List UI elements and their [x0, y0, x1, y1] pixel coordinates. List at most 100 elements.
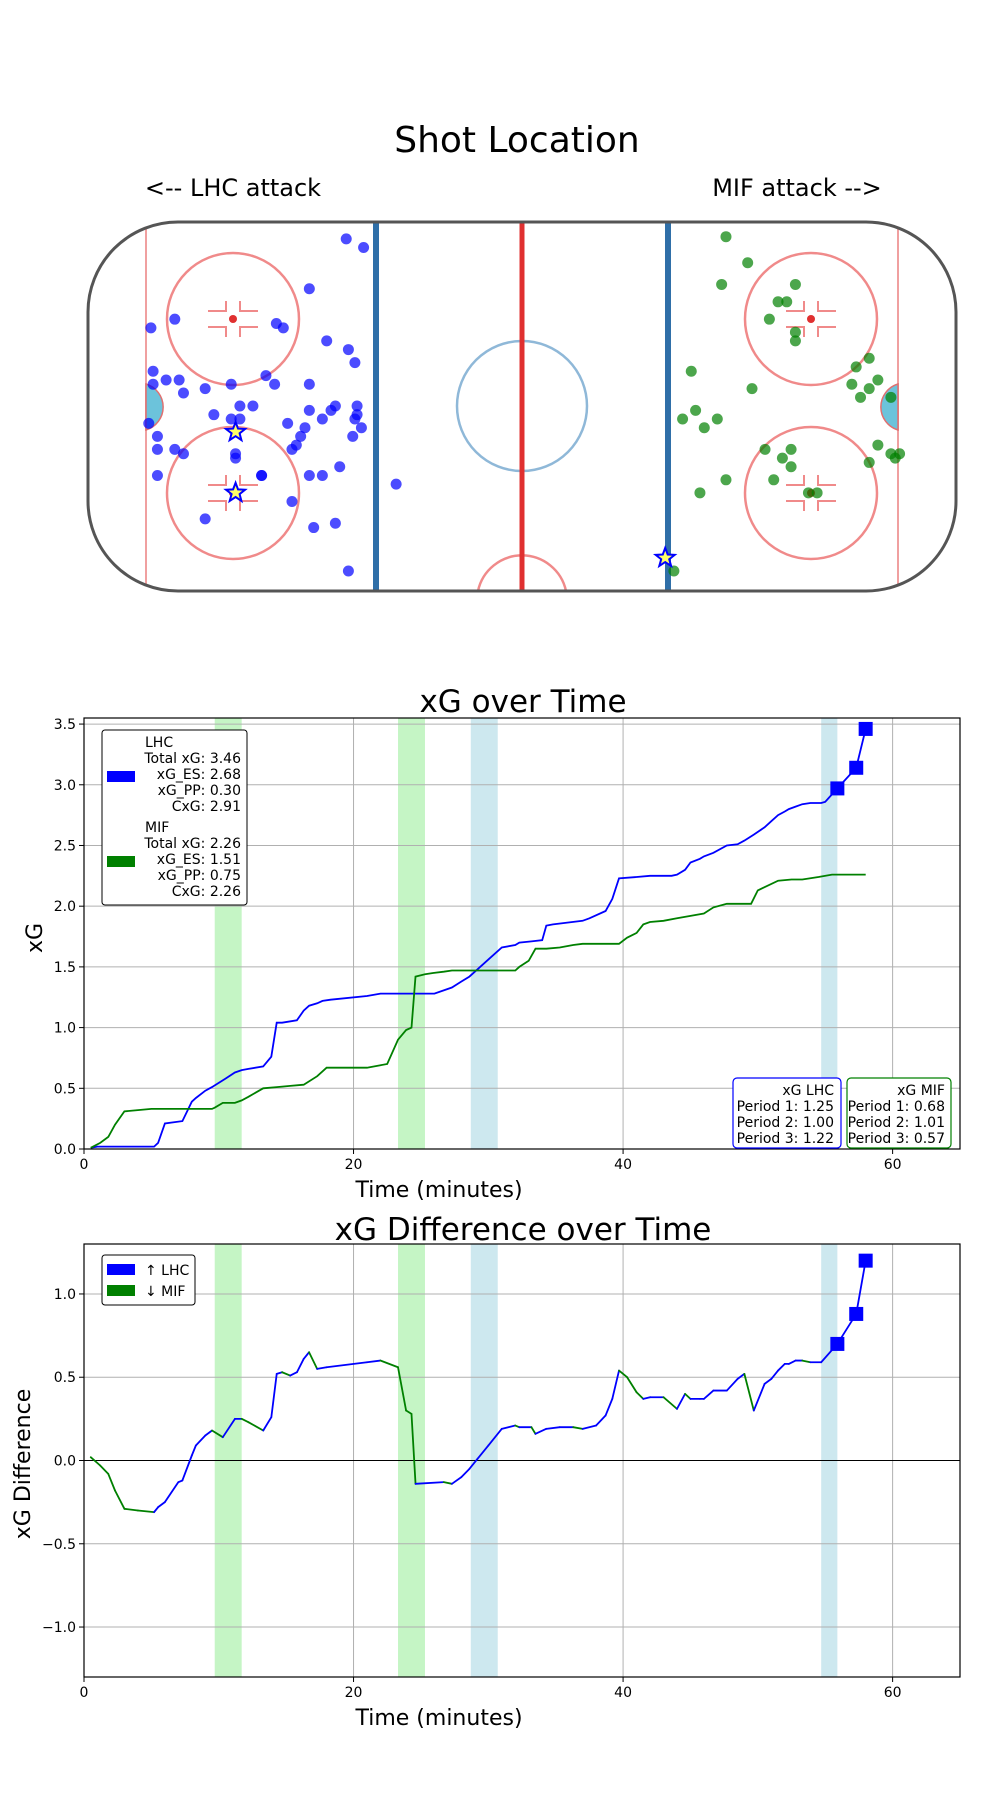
- lhc-shot-point: [277, 322, 289, 334]
- y-tick-label: 3.5: [54, 717, 76, 733]
- xg-time-ylabel: xG: [23, 923, 48, 953]
- mif-shot-point: [885, 391, 897, 403]
- xg-diff-segment: [325, 1361, 368, 1369]
- xg-time-legend: LHC Total xG: 3.46 xG_ES: 2.68 xG_PP: 0.…: [101, 729, 248, 906]
- xg-diff-segment: [581, 1424, 598, 1430]
- xg-diff-segment: [137, 1509, 155, 1514]
- lhc-shot-point: [269, 378, 281, 390]
- lhc-goal-stars: [223, 419, 678, 569]
- xg-diff-segment: [289, 1371, 298, 1377]
- mif-shot-point: [855, 391, 867, 403]
- lhc-shot-point: [329, 400, 341, 412]
- lhc-shot-point: [173, 374, 185, 386]
- xg-diff-goal-markers: [830, 1253, 873, 1351]
- xg-time-xlabel: Time (minutes): [354, 1178, 522, 1203]
- x-tick-label: 40: [614, 1157, 632, 1173]
- xg-diff-segment: [703, 1389, 715, 1400]
- lhc-shot-point: [316, 469, 328, 481]
- xg-difference-title: xG Difference over Time: [335, 1212, 712, 1248]
- faceoff-hash-marks: [208, 301, 836, 511]
- xg-diff-segment: [611, 1369, 620, 1400]
- period-box-lhc: xG LHC Period 1: 1.25 Period 2: 1.00 Per…: [732, 1077, 842, 1149]
- mif-shot-point: [781, 296, 793, 308]
- y-tick-label: 2.0: [54, 899, 76, 915]
- lhc-shot-point: [234, 400, 246, 412]
- lhc-shot-point: [225, 413, 237, 425]
- xg-time-lines: [90, 728, 867, 1149]
- xg-diff-segment: [725, 1377, 739, 1392]
- diff-legend-lhc: ↑ LHC: [145, 1263, 190, 1279]
- mif-shot-point: [863, 383, 875, 395]
- xg-diff-segment: [635, 1391, 645, 1400]
- mif-xg-line: [90, 873, 866, 1149]
- xg-diff-segment: [534, 1427, 548, 1435]
- xg-time-goal-markers: [830, 721, 873, 796]
- x-tick-label: 40: [614, 1685, 632, 1701]
- lhc-shot-point: [316, 413, 328, 425]
- xg-diff-segment: [572, 1426, 584, 1430]
- xg-diff-segment: [855, 1259, 867, 1315]
- mif-shot-point: [690, 404, 702, 416]
- xg-diff-segment: [743, 1373, 755, 1412]
- y-tick-label: −0.5: [42, 1537, 76, 1553]
- lhc-shot-point: [321, 335, 333, 347]
- y-tick-label: 1.5: [54, 960, 76, 976]
- lhc-shot-point: [303, 469, 315, 481]
- xg-diff-segment: [302, 1351, 310, 1360]
- y-tick-label: 3.0: [54, 778, 76, 794]
- xg-difference-chart: xG Difference over Time 0 20 40 60−1.0−0.50…: [11, 1212, 961, 1731]
- legend-mif-pp: xG_PP: 0.75: [158, 868, 241, 884]
- xg-diff-segment: [487, 1427, 503, 1447]
- period-lhc-p3: Period 3: 1.22: [737, 1131, 834, 1147]
- xg-diff-legend: ↑ LHC ↓ MIF: [101, 1254, 196, 1306]
- lhc-goal-star: [223, 419, 248, 443]
- lhc-shot-point: [230, 448, 242, 460]
- xg-diff-segment: [107, 1472, 116, 1492]
- xg-diff-segment: [545, 1426, 561, 1430]
- mif-shot-point: [846, 378, 858, 390]
- xg-diff-segment: [752, 1382, 766, 1412]
- lhc-shot-point: [160, 374, 172, 386]
- lhc-shot-point: [342, 344, 354, 356]
- legend-swatch-lhc: [107, 771, 135, 782]
- lhc-shot-point: [143, 417, 155, 429]
- xg-diff-xlabel: Time (minutes): [354, 1706, 522, 1731]
- mif-shot-point: [698, 422, 710, 434]
- lhc-shot-point: [303, 404, 315, 416]
- lhc-goal-star: [223, 479, 248, 504]
- y-tick-label: 0.0: [54, 1454, 76, 1470]
- period-box-lhc-frame: [732, 1077, 842, 1149]
- xg-diff-ylabel: xG Difference: [11, 1389, 36, 1539]
- mif-shot-point: [720, 474, 732, 486]
- lhc-shot-point: [303, 378, 315, 390]
- xg-diff-segment: [247, 1421, 265, 1432]
- lhc-shot-point: [358, 242, 370, 254]
- xg-diff-segment: [181, 1454, 193, 1482]
- plot-frame: [83, 1243, 961, 1678]
- lhc-shot-point: [147, 365, 159, 377]
- xg-diff-segment: [736, 1373, 746, 1380]
- xg-diff-segment: [316, 1366, 328, 1370]
- mif-shot-point: [789, 335, 801, 347]
- xg-over-time-title: xG over Time: [419, 684, 626, 720]
- faceoff-dot: [229, 315, 237, 323]
- xg-diff-segment: [262, 1416, 273, 1432]
- lhc-shot-point: [169, 443, 181, 455]
- lhc-shot-point: [199, 383, 211, 395]
- period-lhc-p1: Period 1: 1.25: [737, 1099, 834, 1115]
- diff-legend-swatch-lhc: [107, 1264, 135, 1275]
- lhc-shot-point: [247, 400, 259, 412]
- shot-location-title: Shot Location: [394, 120, 640, 161]
- mif-shot-point: [889, 452, 901, 464]
- lhc-shot-point: [234, 413, 246, 425]
- xg-diff-segment: [676, 1392, 686, 1410]
- mif-shot-point: [759, 443, 771, 455]
- legend-swatch-mif: [107, 856, 135, 867]
- lhc-shot-point: [342, 565, 354, 577]
- lhc-shot-point: [208, 409, 220, 421]
- period-mif-p1: Period 1: 0.68: [848, 1099, 945, 1115]
- lhc-shots: [143, 233, 402, 577]
- mif-attack-label: MIF attack -->: [712, 174, 882, 202]
- xg-diff-segment: [163, 1481, 180, 1504]
- xg-diff-segment: [451, 1476, 463, 1485]
